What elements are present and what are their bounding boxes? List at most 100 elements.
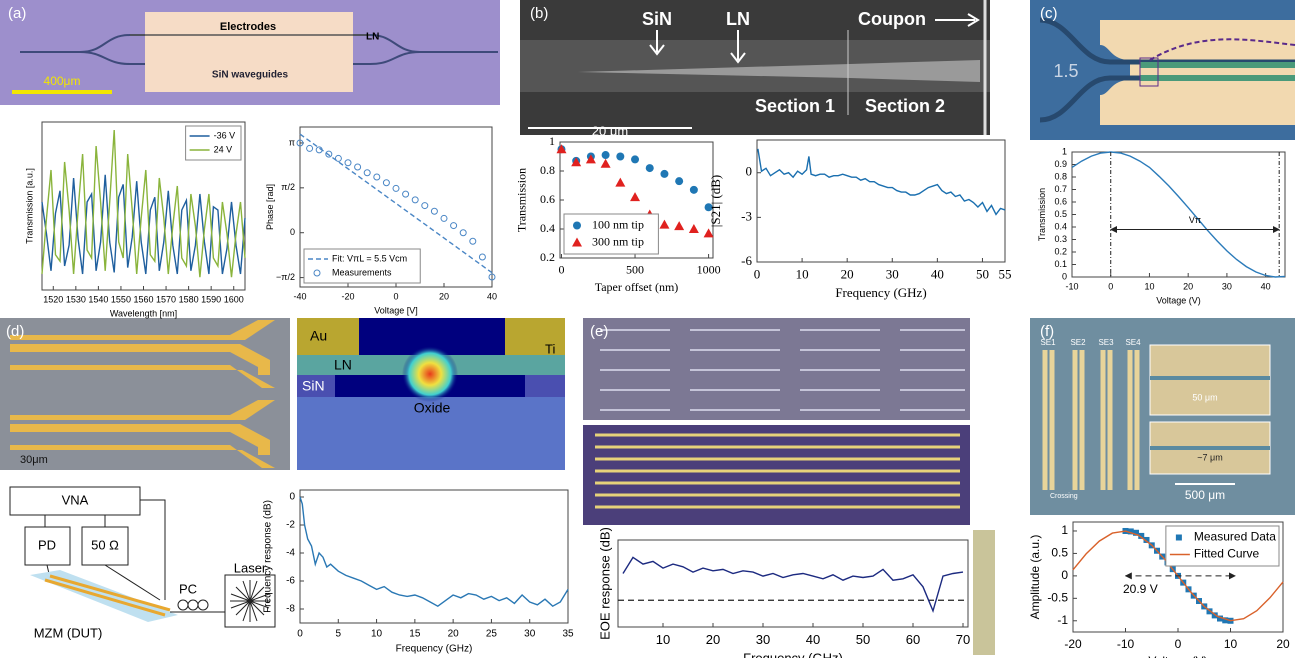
x-tick-label: 1570	[156, 294, 176, 304]
y-tick-label: -6	[741, 253, 752, 268]
x-tick-label: 0	[393, 291, 398, 301]
data-point	[690, 186, 698, 194]
scale-label: 20 μm	[592, 123, 628, 138]
polarization-loop	[178, 600, 188, 610]
legend-label: 100 nm tip	[592, 217, 644, 231]
plot-frame	[618, 540, 968, 627]
y-tick-label: 0.2	[540, 250, 555, 264]
electrode	[595, 435, 960, 507]
x-tick-label: 60	[906, 632, 920, 647]
y-tick-label: 0.5	[1054, 209, 1067, 219]
x-axis-label: Taper offset (nm)	[595, 280, 679, 294]
x-axis-label: Voltage (V)	[1148, 654, 1207, 658]
x-axis-label: Frequency (GHz)	[743, 650, 843, 658]
y-tick-label: 0.4	[540, 221, 555, 235]
x-tick-label: 20	[439, 291, 449, 301]
y-tick-label: 0	[1061, 568, 1068, 582]
y-tick-label: -8	[286, 604, 295, 615]
label: Section 2	[865, 96, 945, 116]
x-tick-label: 20	[841, 267, 854, 282]
x-tick-label: 1580	[179, 294, 199, 304]
x-tick-label: 1560	[133, 294, 153, 304]
label: Electrodes	[220, 21, 276, 33]
scale-label: 500 μm	[1185, 488, 1225, 502]
y-tick-label: −π/2	[276, 272, 295, 282]
plot-frame	[1072, 152, 1285, 277]
y-tick-label: 0	[746, 164, 753, 179]
x-tick-label: 0	[754, 267, 761, 282]
y-tick-label: 0.4	[1054, 221, 1067, 231]
panel-label: (d)	[6, 323, 24, 340]
legend-label: -36 V	[214, 130, 236, 140]
x-tick-label: 40	[931, 267, 944, 282]
y-tick-label: 1	[1062, 146, 1067, 156]
panel-d-image: (d) 30μm Au Ti LN SiN Oxide	[0, 318, 565, 470]
y-tick-label: 0	[289, 492, 295, 503]
y-axis-label: Phase [rad]	[265, 184, 275, 230]
y-tick-label: 1	[1061, 523, 1068, 537]
y-tick-label: 0.2	[1054, 246, 1067, 256]
chart: -40-2002040−π/20π/2πVoltage [V]Phase [ra…	[265, 127, 497, 315]
chart: 050010000.20.40.60.81Taper offset (nm)Tr…	[515, 134, 721, 294]
y-axis-label: |S21| (dB)	[708, 175, 723, 228]
x-tick-label: 55	[999, 267, 1012, 282]
panel-label: (b)	[530, 5, 548, 22]
y-axis-label: Transmission	[515, 168, 529, 232]
y-tick-label: 0.9	[1054, 159, 1067, 169]
waveguide	[1140, 75, 1295, 81]
x-tick-label: -10	[1117, 637, 1135, 651]
label: SE2	[1070, 338, 1086, 347]
label: SiN	[642, 9, 672, 29]
y-tick-label: 0.6	[540, 192, 555, 206]
x-tick-label: 30	[1222, 281, 1232, 291]
y-tick-label: π/2	[281, 182, 295, 192]
x-tick-label: -10	[1065, 281, 1078, 291]
y-tick-label: 0	[1062, 271, 1067, 281]
data-point	[675, 177, 683, 185]
y-tick-label: -3	[741, 208, 752, 223]
y-tick-label: π	[289, 137, 295, 147]
gold-electrode	[505, 318, 565, 355]
x-tick-label: 1520	[43, 294, 63, 304]
x-tick-label: 0	[1108, 281, 1113, 291]
x-tick-label: 20	[1183, 281, 1193, 291]
scale-label: 30μm	[20, 454, 48, 466]
x-tick-label: -20	[1064, 637, 1082, 651]
x-tick-label: 15	[409, 629, 421, 640]
scale-label: 50 μm	[1192, 392, 1217, 402]
y-tick-label: -2	[286, 520, 295, 531]
x-tick-label: 70	[956, 632, 970, 647]
label: 1.5	[1053, 61, 1078, 81]
y-tick-label: 0.5	[1051, 546, 1068, 560]
legend-label: 24 V	[214, 144, 233, 154]
x-tick-label: 40	[806, 632, 820, 647]
label: Section 1	[755, 96, 835, 116]
label: Au	[310, 328, 327, 344]
y-tick-label: 0.8	[540, 163, 555, 177]
label: SE4	[1125, 338, 1141, 347]
x-tick-label: 50	[976, 267, 989, 282]
x-tick-label: 10	[796, 267, 809, 282]
panel-label: (c)	[1040, 5, 1058, 22]
scale-label: ~7 μm	[1197, 452, 1222, 462]
x-tick-label: 1590	[201, 294, 221, 304]
annotation-label: 20.9 V	[1123, 582, 1158, 596]
x-axis-label: Voltage (V)	[1156, 295, 1201, 305]
x-tick-label: 30	[886, 267, 899, 282]
y-tick-label: 0.1	[1054, 259, 1067, 269]
panel-label: (e)	[590, 323, 608, 340]
label: LN	[366, 32, 379, 43]
x-tick-label: 40	[487, 291, 497, 301]
x-tick-label: 5	[336, 629, 342, 640]
x-tick-label: 1000	[697, 263, 721, 277]
x-axis-label: Frequency (GHz)	[835, 285, 926, 300]
y-axis-label: Frequency response (dB)	[263, 500, 274, 613]
label: Coupon	[858, 9, 926, 29]
panel-a-image: (a) Electrodes LN SiN waveguides 400μm	[0, 0, 500, 105]
x-tick-label: 500	[626, 263, 644, 277]
x-tick-label: 25	[486, 629, 498, 640]
x-tick-label: 20	[1276, 637, 1290, 651]
